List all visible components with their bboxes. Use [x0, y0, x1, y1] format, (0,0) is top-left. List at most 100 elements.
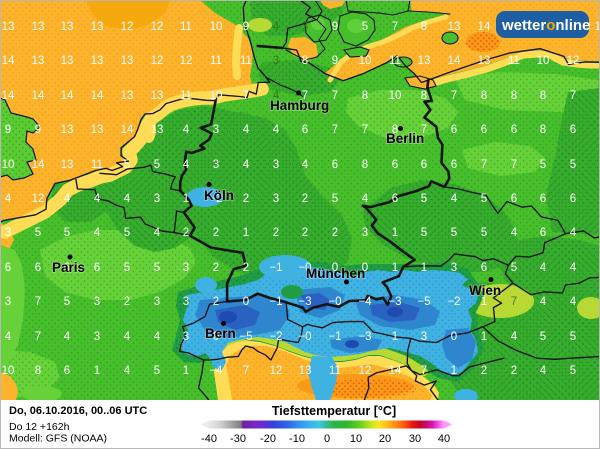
- svg-text:2: 2: [124, 296, 130, 308]
- svg-text:6: 6: [451, 159, 457, 171]
- svg-text:5: 5: [421, 193, 427, 205]
- svg-text:5: 5: [362, 21, 368, 33]
- svg-text:Hamburg: Hamburg: [270, 98, 329, 113]
- svg-text:5: 5: [154, 365, 160, 377]
- svg-text:9: 9: [243, 21, 249, 33]
- svg-text:-10: -10: [289, 433, 305, 445]
- svg-text:13: 13: [299, 365, 312, 377]
- svg-text:8: 8: [481, 90, 487, 102]
- svg-text:München: München: [306, 266, 365, 281]
- svg-text:0: 0: [362, 262, 368, 274]
- svg-text:4: 4: [273, 90, 280, 102]
- svg-text:6: 6: [332, 159, 338, 171]
- svg-text:7: 7: [451, 90, 457, 102]
- svg-text:13: 13: [61, 55, 74, 67]
- svg-text:3: 3: [451, 262, 457, 274]
- svg-text:11: 11: [508, 55, 520, 67]
- svg-text:1: 1: [421, 262, 427, 274]
- svg-text:4: 4: [570, 262, 577, 274]
- svg-text:4: 4: [511, 227, 518, 239]
- svg-text:Do 12 +162h: Do 12 +162h: [9, 421, 70, 433]
- svg-text:7: 7: [35, 296, 41, 308]
- svg-text:4: 4: [273, 21, 280, 33]
- svg-text:3: 3: [302, 21, 308, 33]
- svg-text:4: 4: [64, 193, 71, 205]
- svg-text:Wien: Wien: [469, 283, 501, 298]
- svg-text:13: 13: [121, 90, 134, 102]
- svg-text:3: 3: [154, 296, 160, 308]
- svg-text:6: 6: [481, 262, 487, 274]
- svg-text:2: 2: [213, 227, 219, 239]
- svg-text:4: 4: [243, 159, 250, 171]
- svg-text:−3: −3: [358, 331, 371, 343]
- svg-text:6: 6: [511, 124, 517, 136]
- svg-text:3: 3: [362, 227, 368, 239]
- svg-text:11: 11: [329, 365, 341, 377]
- svg-text:12: 12: [180, 55, 193, 67]
- svg-text:8: 8: [362, 90, 368, 102]
- svg-text:13: 13: [2, 21, 15, 33]
- svg-text:4: 4: [362, 193, 369, 205]
- svg-text:10: 10: [389, 90, 402, 102]
- svg-text:3: 3: [5, 227, 11, 239]
- svg-text:14: 14: [2, 90, 15, 102]
- svg-text:5: 5: [332, 193, 338, 205]
- svg-text:-40: -40: [201, 433, 217, 445]
- svg-text:6: 6: [64, 262, 70, 274]
- svg-text:6: 6: [570, 124, 576, 136]
- svg-text:5: 5: [421, 227, 427, 239]
- svg-text:7: 7: [243, 365, 249, 377]
- svg-text:8: 8: [511, 90, 517, 102]
- svg-text:Paris: Paris: [52, 260, 85, 275]
- svg-text:2: 2: [243, 262, 249, 274]
- svg-text:1: 1: [481, 331, 487, 343]
- svg-text:6: 6: [540, 193, 546, 205]
- svg-text:1: 1: [183, 193, 189, 205]
- svg-text:3: 3: [5, 296, 11, 308]
- svg-text:0: 0: [451, 331, 457, 343]
- svg-text:3: 3: [94, 296, 100, 308]
- svg-text:4: 4: [154, 331, 161, 343]
- svg-text:−3: −3: [298, 296, 311, 308]
- svg-text:1: 1: [481, 296, 487, 308]
- svg-text:−0: −0: [298, 331, 311, 343]
- svg-text:−0: −0: [298, 262, 311, 274]
- svg-text:12: 12: [121, 21, 134, 33]
- svg-text:7: 7: [481, 159, 487, 171]
- svg-text:5: 5: [570, 365, 576, 377]
- svg-text:−2: −2: [209, 193, 222, 205]
- svg-text:13: 13: [91, 55, 104, 67]
- svg-text:Tiefsttemperatur [°C]: Tiefsttemperatur [°C]: [272, 404, 396, 418]
- svg-text:14: 14: [61, 90, 74, 102]
- svg-text:6: 6: [94, 262, 100, 274]
- svg-text:10: 10: [210, 21, 223, 33]
- svg-text:0: 0: [213, 331, 219, 343]
- svg-text:0: 0: [243, 296, 249, 308]
- svg-text:4: 4: [94, 193, 101, 205]
- svg-text:11: 11: [180, 21, 192, 33]
- svg-text:4: 4: [124, 331, 131, 343]
- svg-text:4: 4: [570, 296, 577, 308]
- svg-text:9: 9: [332, 21, 338, 33]
- svg-text:3: 3: [94, 331, 100, 343]
- svg-text:12: 12: [359, 365, 372, 377]
- svg-text:3: 3: [183, 331, 189, 343]
- svg-text:5: 5: [481, 227, 487, 239]
- svg-text:4: 4: [540, 296, 547, 308]
- svg-text:13: 13: [61, 124, 74, 136]
- svg-text:8: 8: [392, 124, 398, 136]
- svg-text:7: 7: [332, 90, 338, 102]
- svg-text:1: 1: [243, 227, 249, 239]
- svg-text:3: 3: [273, 159, 279, 171]
- svg-text:13: 13: [91, 124, 104, 136]
- svg-text:2: 2: [213, 296, 219, 308]
- svg-text:7: 7: [421, 124, 427, 136]
- svg-text:0: 0: [332, 262, 338, 274]
- svg-text:6: 6: [421, 159, 427, 171]
- svg-text:3: 3: [183, 262, 189, 274]
- svg-text:6: 6: [481, 124, 487, 136]
- svg-text:7: 7: [35, 331, 41, 343]
- svg-text:-30: -30: [230, 433, 246, 445]
- svg-text:14: 14: [32, 159, 45, 171]
- svg-text:4: 4: [124, 365, 131, 377]
